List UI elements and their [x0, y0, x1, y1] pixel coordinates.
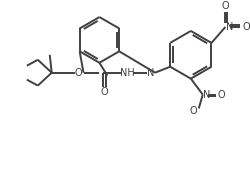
Text: O: O [218, 90, 226, 100]
Text: N: N [203, 90, 210, 100]
Text: N: N [226, 22, 233, 32]
Text: O: O [190, 107, 198, 116]
Text: N: N [148, 68, 155, 78]
Text: NH: NH [120, 68, 134, 78]
Text: O: O [100, 87, 108, 96]
Text: O: O [222, 1, 229, 11]
Text: O: O [75, 68, 82, 78]
Text: O: O [242, 22, 250, 32]
